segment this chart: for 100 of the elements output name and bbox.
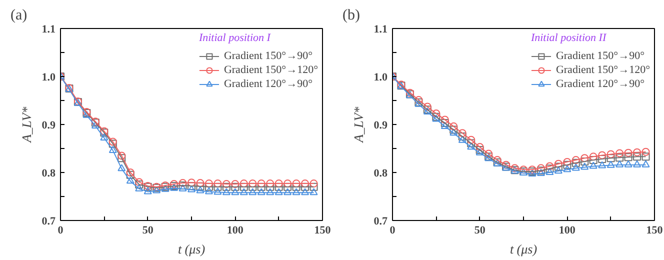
- point: [214, 180, 222, 188]
- y-tick-label: 0.8: [374, 168, 388, 180]
- point: [178, 184, 187, 192]
- point: [108, 146, 117, 153]
- x-tick-label: 150: [646, 224, 664, 236]
- point: [572, 158, 580, 167]
- point: [144, 187, 152, 194]
- point: [310, 180, 318, 188]
- chart-title: (a): [10, 8, 28, 24]
- point: [563, 160, 572, 169]
- point: [580, 157, 589, 166]
- point: [440, 122, 449, 129]
- y-tick-label: 0.8: [42, 168, 56, 180]
- point: [214, 188, 222, 195]
- point: [589, 162, 598, 169]
- point: [196, 179, 204, 188]
- x-tick-label: 100: [558, 224, 576, 236]
- point: [467, 139, 476, 148]
- point: [301, 188, 310, 196]
- point: [222, 180, 230, 188]
- point: [598, 151, 606, 160]
- y-tick-label: 1.1: [42, 24, 56, 36]
- point: [563, 165, 572, 172]
- point: [616, 154, 624, 162]
- point: [126, 170, 134, 179]
- point: [91, 121, 100, 128]
- point: [642, 148, 650, 156]
- legend-label: Gradient 150°→120°: [224, 63, 318, 77]
- point: [440, 119, 449, 128]
- x-tick-label: 150: [314, 224, 332, 236]
- point: [248, 188, 257, 196]
- y-tick-label: 0.9: [42, 120, 56, 132]
- point: [642, 152, 650, 161]
- point: [624, 148, 632, 157]
- point: [606, 150, 615, 158]
- point: [118, 164, 126, 172]
- point: [606, 160, 615, 168]
- point: [450, 126, 458, 134]
- y-tick-label: 0.7: [374, 216, 388, 228]
- legend-label: Gradient 120°→90°: [224, 77, 312, 91]
- point: [274, 180, 283, 188]
- x-tick-label: 0: [58, 224, 64, 236]
- point: [266, 180, 274, 188]
- point: [292, 180, 300, 188]
- point: [222, 182, 230, 191]
- point: [633, 152, 642, 161]
- point: [266, 188, 274, 196]
- point: [240, 188, 248, 196]
- point: [563, 158, 572, 166]
- legend-label: Gradient 150°→90°: [556, 49, 644, 63]
- x-tick-label: 50: [142, 224, 154, 236]
- point: [554, 166, 562, 174]
- point: [284, 188, 292, 196]
- legend-label: Gradient 120°→90°: [556, 77, 644, 91]
- point: [222, 188, 230, 196]
- chart-title: (b): [342, 8, 360, 24]
- point: [589, 156, 598, 164]
- y-axis-title: A_LV*: [18, 106, 34, 144]
- point: [598, 161, 606, 168]
- point: [476, 148, 484, 156]
- point: [188, 178, 196, 187]
- point: [196, 186, 204, 194]
- point: [458, 129, 466, 138]
- point: [257, 188, 266, 196]
- point: [616, 149, 624, 158]
- point: [633, 160, 642, 168]
- x-tick-label: 0: [390, 224, 396, 236]
- point: [606, 154, 615, 162]
- point: [204, 180, 213, 188]
- point: [135, 178, 144, 186]
- point: [616, 160, 624, 168]
- point: [546, 164, 554, 173]
- point: [152, 186, 161, 194]
- point: [126, 176, 134, 184]
- point: [118, 152, 126, 160]
- point: [476, 146, 484, 154]
- point: [467, 142, 476, 150]
- legend-title: Initial position II: [530, 32, 608, 44]
- legend-label: Gradient 150°→120°: [556, 63, 650, 77]
- x-axis-title: t (μs): [178, 242, 206, 256]
- point: [310, 188, 318, 196]
- legend-label: Gradient 150°→90°: [224, 49, 312, 63]
- point: [624, 153, 632, 162]
- point: [292, 188, 300, 196]
- point: [580, 162, 589, 170]
- point: [572, 156, 580, 164]
- point: [546, 168, 554, 176]
- point: [624, 160, 632, 168]
- y-tick-label: 1.0: [42, 72, 56, 84]
- point: [204, 187, 213, 194]
- y-tick-label: 0.7: [42, 216, 56, 228]
- x-tick-label: 100: [226, 224, 244, 236]
- point: [580, 154, 589, 162]
- y-tick-label: 1.0: [374, 72, 388, 84]
- point: [432, 109, 440, 118]
- x-axis-title: t (μs): [510, 242, 538, 256]
- y-tick-label: 0.9: [374, 120, 388, 132]
- point: [633, 148, 642, 156]
- point: [301, 180, 310, 188]
- point: [248, 180, 257, 188]
